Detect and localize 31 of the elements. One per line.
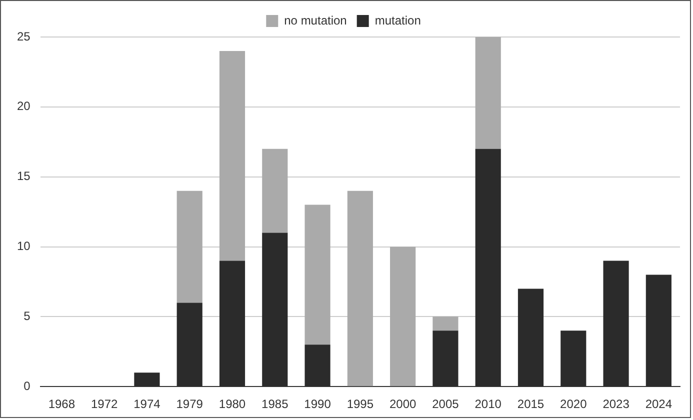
legend-label: no mutation (284, 13, 347, 28)
x-tick-label: 1995 (346, 397, 374, 412)
x-tick-label: 2024 (645, 397, 672, 412)
x-tick-label: 2010 (474, 397, 502, 412)
y-tick-label: 15 (16, 169, 31, 184)
y-tick-label: 25 (16, 29, 31, 44)
x-tick-label: 1985 (262, 397, 289, 412)
x-tick-label: 2005 (432, 397, 460, 412)
bar (304, 204, 330, 345)
x-tick-label: 1968 (48, 397, 76, 412)
bar (262, 148, 288, 233)
bar (432, 316, 458, 331)
x-tick-label: 2023 (602, 397, 630, 412)
x-tick-label: 2015 (517, 397, 544, 412)
y-tick-label: 20 (16, 99, 31, 114)
legend-label: mutation (374, 13, 421, 28)
y-tick-label: 10 (16, 239, 31, 254)
x-tick-label: 2000 (389, 397, 416, 412)
bar (219, 50, 246, 261)
x-tick-label: 1972 (90, 397, 118, 412)
x-tick-label: 1974 (134, 397, 161, 412)
bar (475, 37, 501, 149)
bar (176, 190, 202, 303)
y-tick-label: 5 (24, 308, 31, 323)
x-tick-label: 2020 (560, 397, 588, 412)
x-tick-label: 1980 (218, 397, 246, 412)
x-tick-label: 1990 (304, 397, 332, 412)
x-tick-label: 1979 (176, 397, 204, 412)
y-tick-label: 0 (24, 378, 31, 393)
bar (347, 190, 373, 386)
bar (390, 246, 416, 386)
